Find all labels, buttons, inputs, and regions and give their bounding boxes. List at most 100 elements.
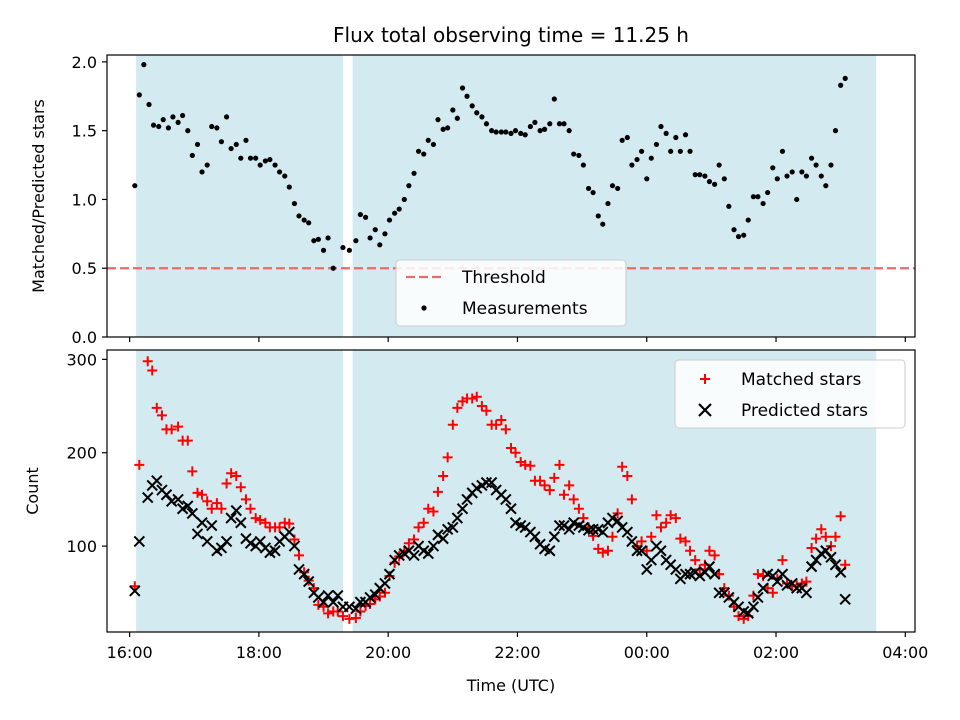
matched-point xyxy=(467,393,478,404)
matched-point xyxy=(500,424,511,435)
matched-point xyxy=(476,401,487,412)
predicted-point xyxy=(694,570,706,582)
measurement-point xyxy=(445,125,451,131)
matched-point xyxy=(491,419,502,430)
predicted-point xyxy=(427,540,440,552)
chart-title: Flux total observing time = 11.25 h xyxy=(333,23,689,47)
measurement-point xyxy=(204,162,210,168)
count-panel: 100 200 300 16:00 18:00 20:00 22:00 00:00 02:00 0… xyxy=(23,349,928,662)
measurement-point xyxy=(532,119,538,126)
measurement-point xyxy=(605,200,611,207)
x-tick-label: 04:00 xyxy=(882,643,928,662)
measurement-point xyxy=(561,121,567,127)
x-tick-label: 00:00 xyxy=(624,643,670,662)
legend-label: Matched stars xyxy=(741,370,861,390)
measurement-point xyxy=(726,203,732,209)
measurement-point xyxy=(542,126,548,132)
matched-point xyxy=(211,498,222,509)
measurement-point xyxy=(585,185,592,192)
matched-point xyxy=(284,518,295,529)
measurement-point xyxy=(340,244,346,251)
predicted-point xyxy=(283,526,295,538)
matched-point xyxy=(134,459,145,470)
predicted-point xyxy=(805,560,818,573)
predicted-point xyxy=(679,568,692,580)
measurement-point xyxy=(306,220,312,226)
matched-point xyxy=(403,538,414,549)
predicted-point xyxy=(422,547,434,560)
predicted-point xyxy=(350,602,362,615)
measurement-point xyxy=(745,217,751,223)
measurement-point xyxy=(357,211,363,218)
predicted-point xyxy=(432,529,444,541)
matched-point xyxy=(752,569,763,580)
measurement-point xyxy=(170,114,176,120)
matched-point xyxy=(323,608,334,619)
measurement-point xyxy=(382,231,388,237)
predicted-point xyxy=(317,596,330,608)
measurement-point xyxy=(508,130,514,137)
predicted-point xyxy=(186,507,199,520)
measurement-point xyxy=(146,101,152,108)
measurement-point xyxy=(421,151,427,157)
measurement-point xyxy=(282,173,288,179)
measurement-point xyxy=(590,189,596,196)
measurement-point xyxy=(223,114,230,120)
measurement-point xyxy=(262,158,268,164)
matched-point xyxy=(142,356,153,367)
predicted-point xyxy=(269,545,281,557)
measurement-point xyxy=(199,169,205,175)
matched-point xyxy=(442,452,453,463)
measurement-point xyxy=(634,156,640,163)
predicted-point xyxy=(327,596,339,608)
measurement-point xyxy=(828,162,834,168)
measurement-point xyxy=(697,172,703,178)
matched-point xyxy=(641,545,652,556)
measurement-point xyxy=(619,137,625,143)
matched-point xyxy=(173,421,184,432)
measurement-point xyxy=(218,139,225,145)
matched-point xyxy=(423,503,434,514)
predicted-point xyxy=(703,560,716,573)
legend-label: Threshold xyxy=(461,268,546,288)
matched-point xyxy=(202,496,213,507)
measurement-point xyxy=(595,213,601,219)
matched-point xyxy=(564,480,575,491)
predicted-point xyxy=(480,476,493,489)
measurement-point xyxy=(673,134,679,141)
measurement-point xyxy=(721,176,727,182)
predicted-point xyxy=(437,532,449,545)
matched-point xyxy=(413,522,424,533)
legend-box xyxy=(674,359,906,429)
matched-point xyxy=(216,503,227,514)
y-axis-label: Count xyxy=(23,467,42,515)
matched-point xyxy=(510,447,521,458)
measurement-point xyxy=(372,227,378,233)
matched-point xyxy=(147,365,158,376)
matched-point xyxy=(651,510,662,521)
predicted-point xyxy=(206,519,218,532)
y-tick-label: 0.5 xyxy=(72,259,97,278)
measurement-point xyxy=(682,132,689,138)
measurement-point xyxy=(425,137,431,143)
measurement-point xyxy=(180,112,186,119)
observing-window xyxy=(136,55,343,337)
x-tick-label: 16:00 xyxy=(107,643,153,662)
y-tick-label: 1.0 xyxy=(72,190,97,209)
measurement-point xyxy=(692,172,698,178)
matched-point xyxy=(709,550,720,561)
predicted-point xyxy=(655,545,667,557)
measurement-point xyxy=(770,165,776,171)
measurement-point xyxy=(272,162,278,168)
legend-predicted-swatch xyxy=(698,403,712,417)
matched-point xyxy=(151,402,162,413)
matched-point xyxy=(506,443,516,454)
measurement-point xyxy=(286,184,292,190)
measurement-point xyxy=(648,155,654,161)
matched-point xyxy=(166,424,177,435)
measurement-point xyxy=(392,210,398,216)
matched-point xyxy=(704,545,715,556)
measurement-point xyxy=(702,173,708,179)
x-tick-label: 20:00 xyxy=(365,643,411,662)
predicted-point xyxy=(298,568,310,580)
